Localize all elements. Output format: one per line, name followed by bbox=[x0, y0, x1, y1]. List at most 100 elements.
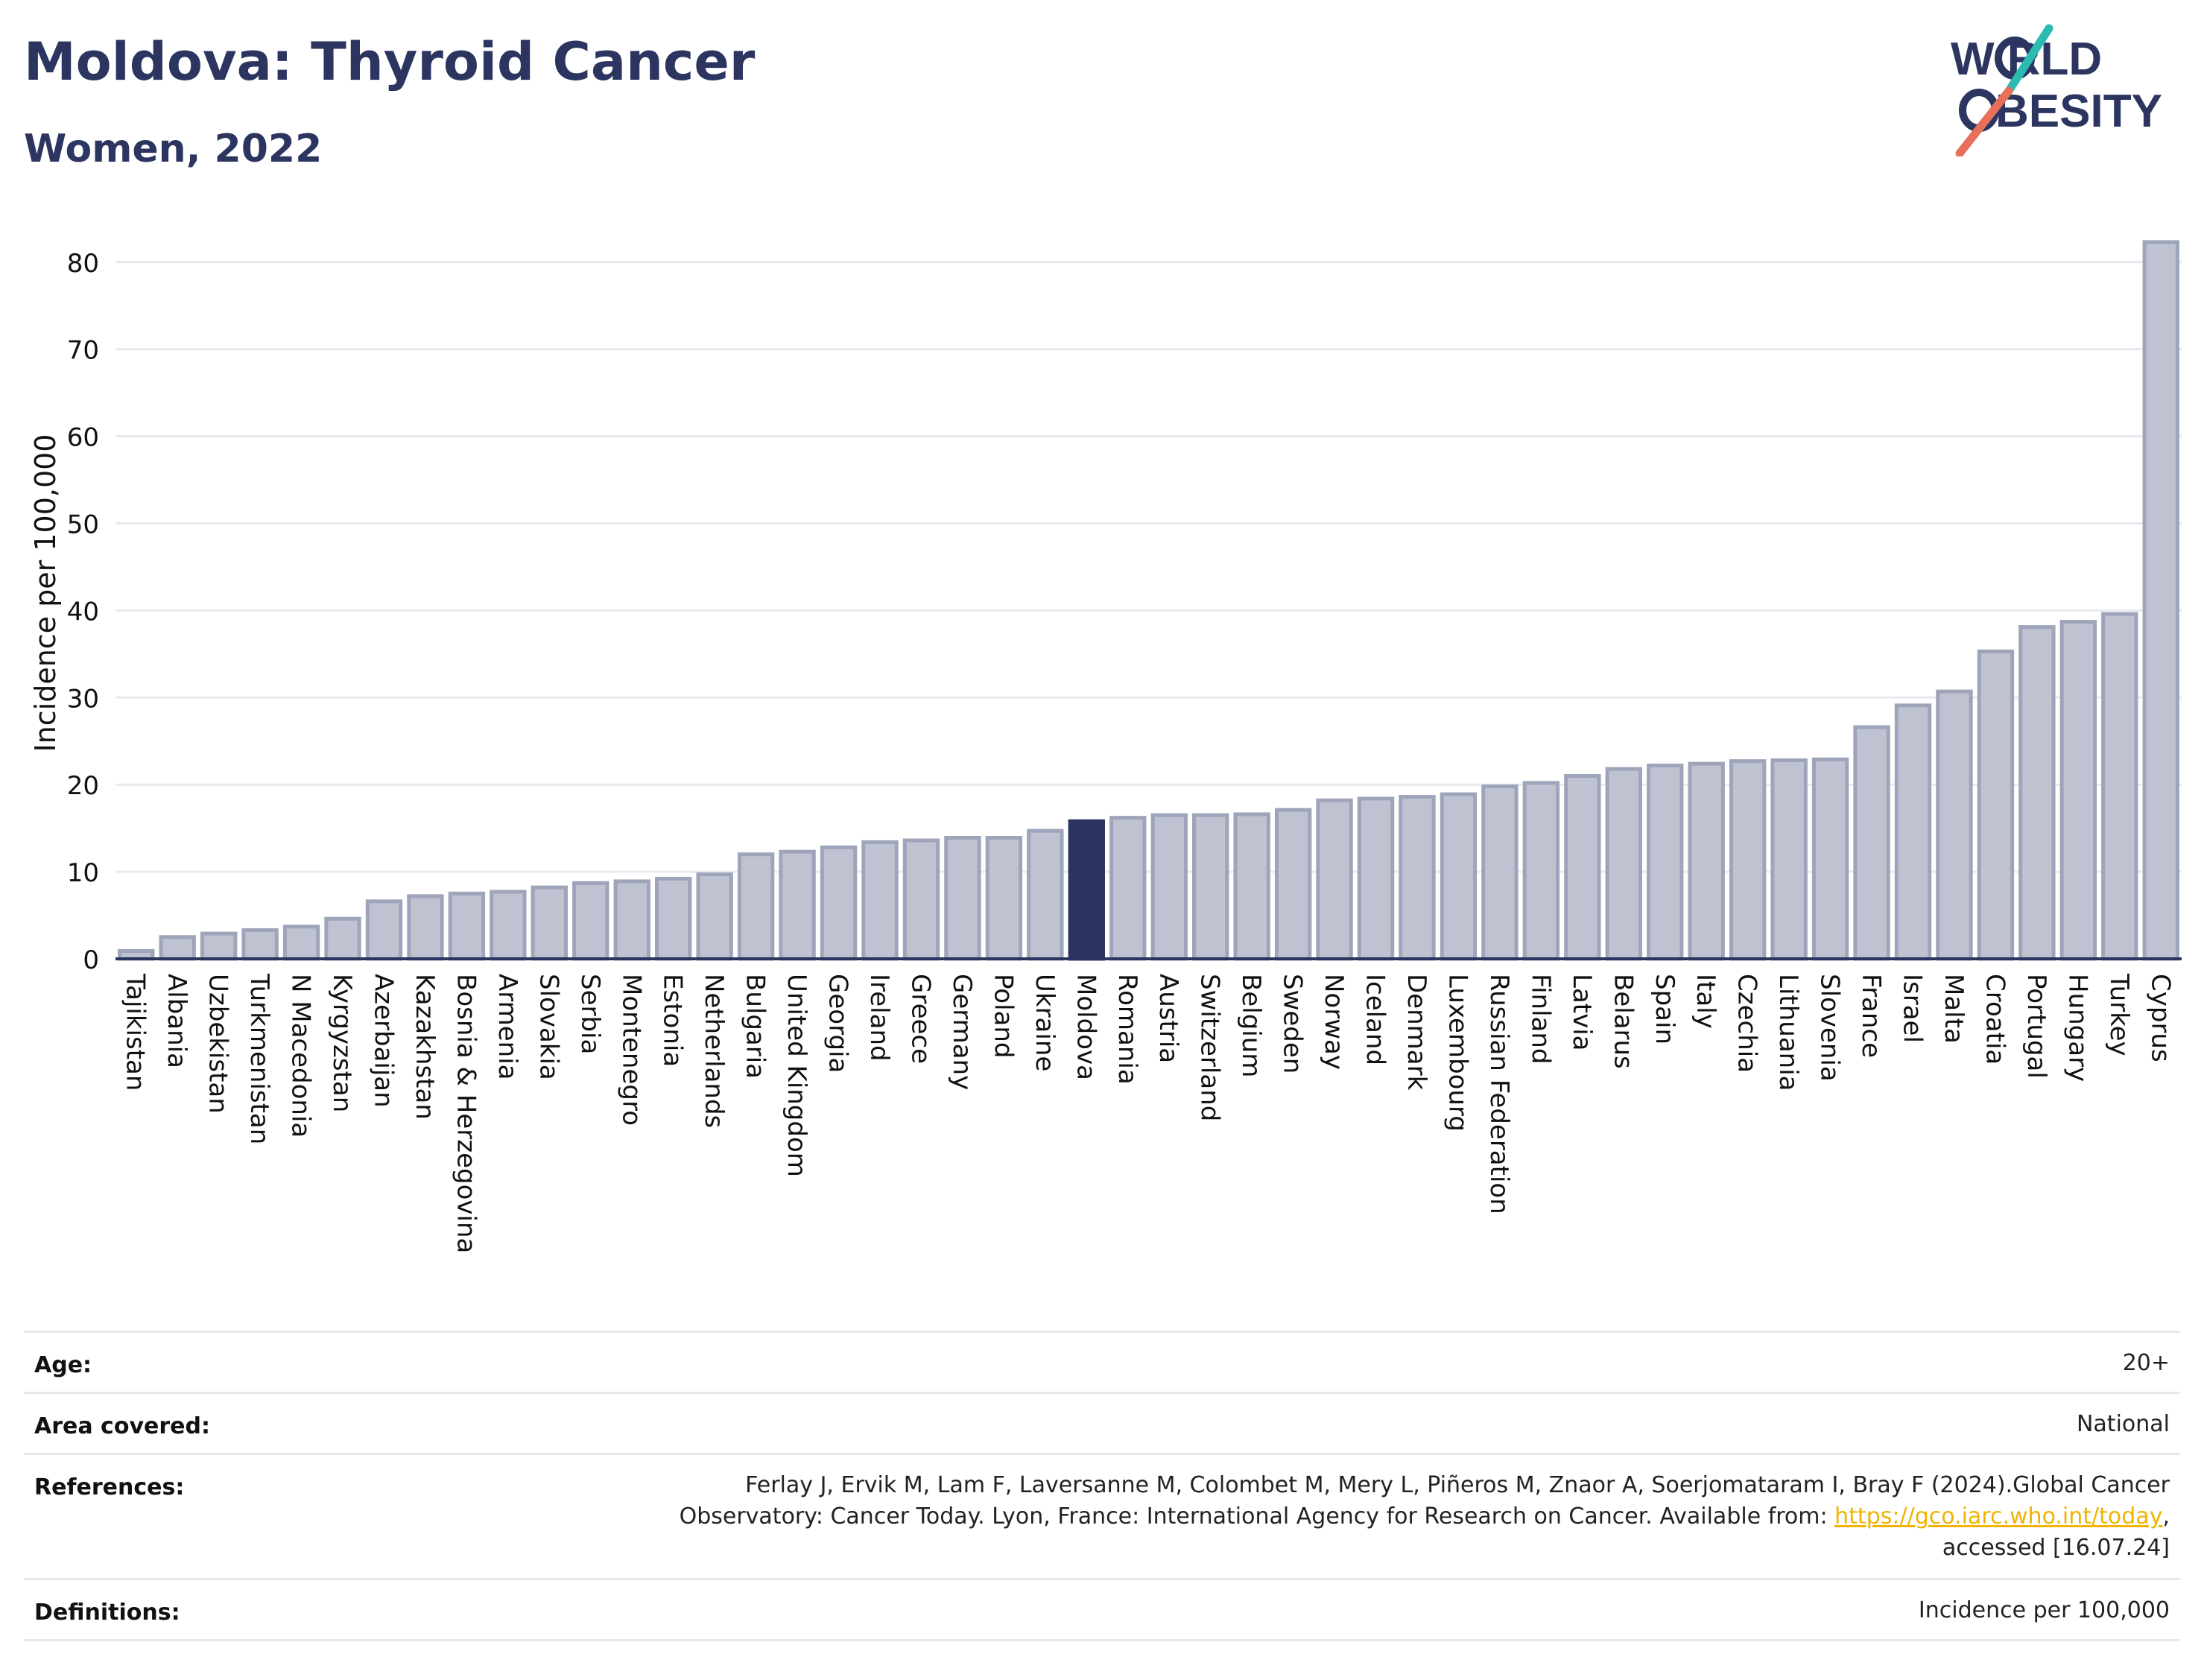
x-tick-label: Lithuania bbox=[1773, 974, 1803, 1091]
x-tick-label: Tajikistan bbox=[121, 973, 151, 1091]
references-link[interactable]: https://gco.iarc.who.int/today bbox=[1834, 1503, 2163, 1530]
page-subtitle: Women, 2022 bbox=[24, 127, 323, 171]
x-tick-label: Luxembourg bbox=[1443, 974, 1472, 1132]
info-table-bottom-rule bbox=[24, 1639, 2180, 1641]
bar bbox=[737, 852, 775, 961]
bar bbox=[1357, 796, 1395, 961]
bar-highlighted bbox=[1068, 819, 1105, 961]
bar bbox=[944, 836, 981, 961]
bar bbox=[1770, 758, 1808, 961]
x-tick-label: Russian Federation bbox=[1484, 974, 1514, 1214]
info-row-references: References: Ferlay J, Ervik M, Lam F, La… bbox=[24, 1453, 2180, 1580]
info-row-definitions: Definitions: Incidence per 100,000 bbox=[24, 1578, 2180, 1641]
bar bbox=[1150, 813, 1188, 961]
y-tick-label: 10 bbox=[67, 858, 99, 888]
bar bbox=[1688, 761, 1725, 961]
definitions-value: Incidence per 100,000 bbox=[1918, 1597, 2170, 1623]
bar bbox=[2142, 240, 2179, 961]
bar bbox=[531, 885, 569, 961]
page-title: Moldova: Thyroid Cancer bbox=[24, 31, 756, 92]
x-tick-label: Cyprus bbox=[2145, 974, 2175, 1062]
x-tick-label: Hungary bbox=[2062, 974, 2092, 1082]
x-tick-label: Czechia bbox=[1732, 974, 1762, 1073]
x-tick-label: Croatia bbox=[1980, 974, 2010, 1065]
x-tick-label: Turkmenistan bbox=[244, 973, 274, 1144]
bar bbox=[985, 836, 1023, 961]
bar bbox=[282, 925, 320, 961]
bar bbox=[779, 849, 816, 961]
bar bbox=[1109, 816, 1147, 961]
x-tick-label: Switzerland bbox=[1195, 974, 1225, 1121]
info-table: Age: 20+ Area covered: National Referenc… bbox=[24, 1331, 2180, 1651]
x-tick-label: Slovenia bbox=[1815, 974, 1845, 1082]
age-value: 20+ bbox=[2122, 1350, 2170, 1376]
x-tick-label: France bbox=[1856, 974, 1886, 1058]
bar bbox=[1274, 808, 1312, 961]
bar bbox=[1192, 813, 1229, 961]
logo-slash-teal bbox=[2004, 24, 2053, 95]
bar bbox=[572, 881, 609, 961]
x-tick-label: Estonia bbox=[658, 974, 688, 1067]
bar bbox=[365, 899, 403, 961]
bar bbox=[1977, 649, 2015, 961]
x-tick-label: Azerbaijan bbox=[368, 974, 398, 1108]
bar bbox=[2059, 620, 2097, 961]
x-tick-label: Serbia bbox=[575, 974, 605, 1054]
bar bbox=[448, 891, 486, 961]
info-row-age: Age: 20+ bbox=[24, 1331, 2180, 1394]
logo-slash-coral bbox=[1955, 86, 2013, 156]
x-tick-label: Italy bbox=[1691, 974, 1720, 1029]
references-line-2-text: Observatory: Cancer Today. Lyon, France:… bbox=[679, 1503, 1835, 1530]
x-tick-label: Belarus bbox=[1608, 974, 1638, 1069]
bar bbox=[1440, 792, 1478, 961]
x-tick-label: Bulgaria bbox=[741, 974, 770, 1079]
bar bbox=[820, 845, 858, 961]
references-label: References: bbox=[34, 1474, 185, 1500]
bar-chart: 0 10 20 30 40 50 60 70 80 Incidence per 100,000 Ta… bbox=[29, 240, 2182, 1253]
bar bbox=[1729, 759, 1767, 961]
bar bbox=[861, 840, 899, 961]
bar bbox=[1027, 828, 1064, 961]
x-tick-label: Bosnia & Herzegovina bbox=[451, 974, 481, 1253]
x-tick-label: United Kingdom bbox=[782, 974, 811, 1177]
x-tick-label: Denmark bbox=[1402, 974, 1431, 1091]
x-tick-label: Sweden bbox=[1278, 974, 1308, 1074]
y-tick-label: 70 bbox=[67, 336, 99, 366]
bar bbox=[159, 935, 196, 961]
bar bbox=[655, 876, 692, 961]
x-tick-label: Kyrgyzstan bbox=[327, 974, 357, 1112]
y-tick-label: 20 bbox=[67, 771, 99, 801]
age-label: Age: bbox=[34, 1352, 92, 1378]
x-tick-label: Greece bbox=[905, 974, 935, 1064]
area-value: National bbox=[2076, 1411, 2170, 1437]
bar bbox=[1399, 795, 1436, 961]
x-tick-label: Latvia bbox=[1567, 974, 1597, 1051]
x-tick-label: Finland bbox=[1525, 974, 1555, 1065]
x-tick-label: Georgia bbox=[823, 974, 853, 1073]
y-tick-label: 0 bbox=[83, 945, 99, 975]
references-line-3: accessed [16.07.24] bbox=[1942, 1535, 2170, 1561]
world-obesity-logo: W RLD BESITY bbox=[1951, 24, 2162, 156]
x-tick-label: Germany bbox=[947, 974, 977, 1090]
x-tick-label: Israel bbox=[1898, 974, 1928, 1043]
x-tick-label: Netherlands bbox=[699, 974, 729, 1128]
x-tick-label: Ireland bbox=[864, 974, 894, 1062]
x-tick-label: Poland bbox=[988, 974, 1018, 1059]
bar bbox=[241, 928, 279, 961]
x-tick-label: Armenia bbox=[493, 974, 522, 1080]
references-text: Ferlay J, Ervik M, Lam F, Laversanne M, … bbox=[232, 1470, 2170, 1564]
bar bbox=[2101, 612, 2138, 961]
x-tick-label: Moldova bbox=[1071, 974, 1101, 1080]
y-tick-label: 30 bbox=[67, 684, 99, 714]
x-tick-label: Uzbekistan bbox=[203, 974, 233, 1114]
x-tick-label: Montenegro bbox=[616, 974, 646, 1126]
x-tick-label: Albania bbox=[162, 974, 191, 1068]
bar bbox=[200, 931, 238, 961]
bar bbox=[1894, 703, 1932, 961]
logo-line-2: BESITY bbox=[1995, 86, 2162, 137]
y-tick-label: 40 bbox=[67, 597, 99, 627]
references-line-2: Observatory: Cancer Today. Lyon, France:… bbox=[232, 1501, 2170, 1532]
bar bbox=[1316, 798, 1353, 961]
y-tick-label: 50 bbox=[67, 510, 99, 540]
bar bbox=[324, 916, 361, 961]
